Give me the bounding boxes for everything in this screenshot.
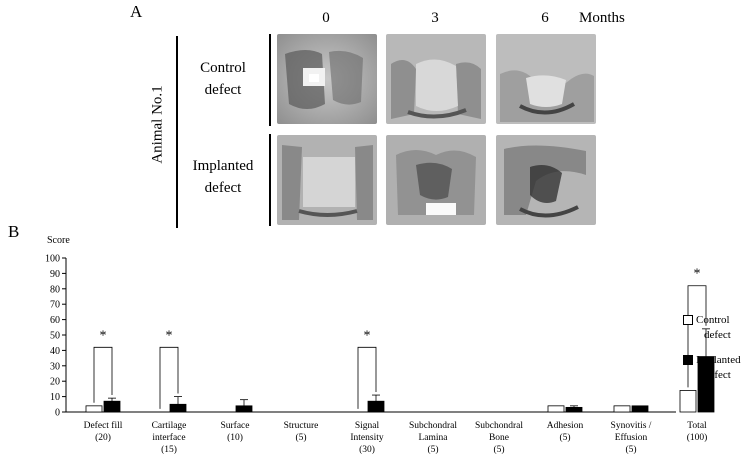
bar-control-0 [85,405,103,413]
legend-label-implanted-line1: Implanted [696,354,741,366]
y-tick-label-50: 50 [50,331,60,342]
category-label-1-1: interface [152,432,185,443]
significance-star-9: * [694,267,701,282]
category-label-4-1: Intensity [350,433,383,443]
row-label-implanted-line1: Implanted [192,158,254,174]
y-tick-label-60: 60 [50,315,60,326]
significance-bracket-1 [159,346,179,409]
row-label-control-line1: Control [200,60,246,76]
category-label-5-2: (5) [427,444,438,455]
row-label-implanted-line2: defect [204,180,242,196]
category-label-8-2: (5) [625,444,636,455]
category-label-0-1: (20) [95,432,111,443]
category-label-6-1: Bone [489,433,509,443]
y-axis-label: Score [47,235,70,246]
legend-item-control: Control defect [683,313,741,343]
bar-implanted-1 [169,403,187,413]
legend-label-implanted-line2: defect [704,369,731,381]
bar-implanted-2 [235,405,253,413]
legend-label-control-line2: defect [704,329,731,341]
category-label-4-0: Signal [355,421,380,431]
row-label-control-line2: defect [204,82,242,98]
bar-implanted-8 [631,405,649,413]
panel-b-letter: B [8,222,20,241]
mri-image-control-6m [496,34,596,124]
y-tick-label-10: 10 [50,392,60,403]
mri-image-implanted-3m [386,135,486,225]
category-label-6-0: Subchondral [475,421,523,431]
category-label-9-0: Total [687,421,707,431]
category-label-5-1: Lamina [418,433,448,443]
category-label-4-2: (30) [359,444,375,455]
category-label-7-1: (5) [559,432,570,443]
category-label-3-0: Structure [284,421,319,431]
category-label-6-2: (5) [493,444,504,455]
legend-swatch-control [683,315,693,325]
y-tick-label-70: 70 [50,300,60,311]
significance-star-0: * [100,328,107,343]
category-label-2-1: (10) [227,432,243,443]
significance-star-4: * [364,328,371,343]
significance-bracket-0 [93,346,113,403]
category-label-0-0: Defect fill [84,420,123,431]
significance-bracket-9 [687,285,707,388]
category-label-8-0: Synovitis / [611,421,652,431]
legend-label-control-line1: Control [696,314,730,326]
row-divider-control [269,34,271,126]
category-label-7-0: Adhesion [547,421,584,431]
bar-control-8 [613,405,631,413]
y-tick-label-40: 40 [50,346,60,357]
bar-implanted-7 [565,406,583,413]
panel-a-letter: A [130,2,143,21]
bar-implanted-0 [103,400,121,413]
bar-implanted-4 [367,400,385,413]
months-label: Months [579,10,625,26]
bar-control-7 [547,405,565,413]
mri-image-control-0m [277,34,377,124]
category-label-9-1: (100) [687,432,708,443]
y-tick-label-90: 90 [50,269,60,280]
time-label-6: 6 [541,10,549,26]
animal-bracket-line [176,36,178,228]
legend-swatch-implanted [683,355,693,365]
category-label-5-0: Subchondral [409,421,457,431]
legend-item-implanted: Implanted defect [683,353,741,383]
significance-star-1: * [166,328,173,343]
y-tick-label-100: 100 [45,254,60,265]
time-label-0: 0 [322,10,330,26]
y-tick-label-0: 0 [55,408,60,419]
category-label-8-1: Effusion [615,432,648,443]
time-label-3: 3 [431,10,439,26]
category-label-1-2: (15) [161,444,177,455]
y-tick-label-30: 30 [50,361,60,372]
category-label-3-1: (5) [295,432,306,443]
bar-control-9 [679,390,697,413]
category-label-1-0: Cartilage [152,421,187,431]
row-divider-implanted [269,134,271,226]
significance-bracket-4 [357,346,377,409]
row-label-control: Control defect [178,57,268,101]
legend: Control defect Implanted defect [683,313,741,383]
mri-image-implanted-6m [496,135,596,225]
row-label-implanted: Implanted defect [178,155,268,199]
mri-image-implanted-0m [277,135,377,225]
category-label-2-0: Surface [220,420,249,431]
y-tick-label-20: 20 [50,377,60,388]
mri-image-control-3m [386,34,486,124]
y-tick-label-80: 80 [50,284,60,295]
